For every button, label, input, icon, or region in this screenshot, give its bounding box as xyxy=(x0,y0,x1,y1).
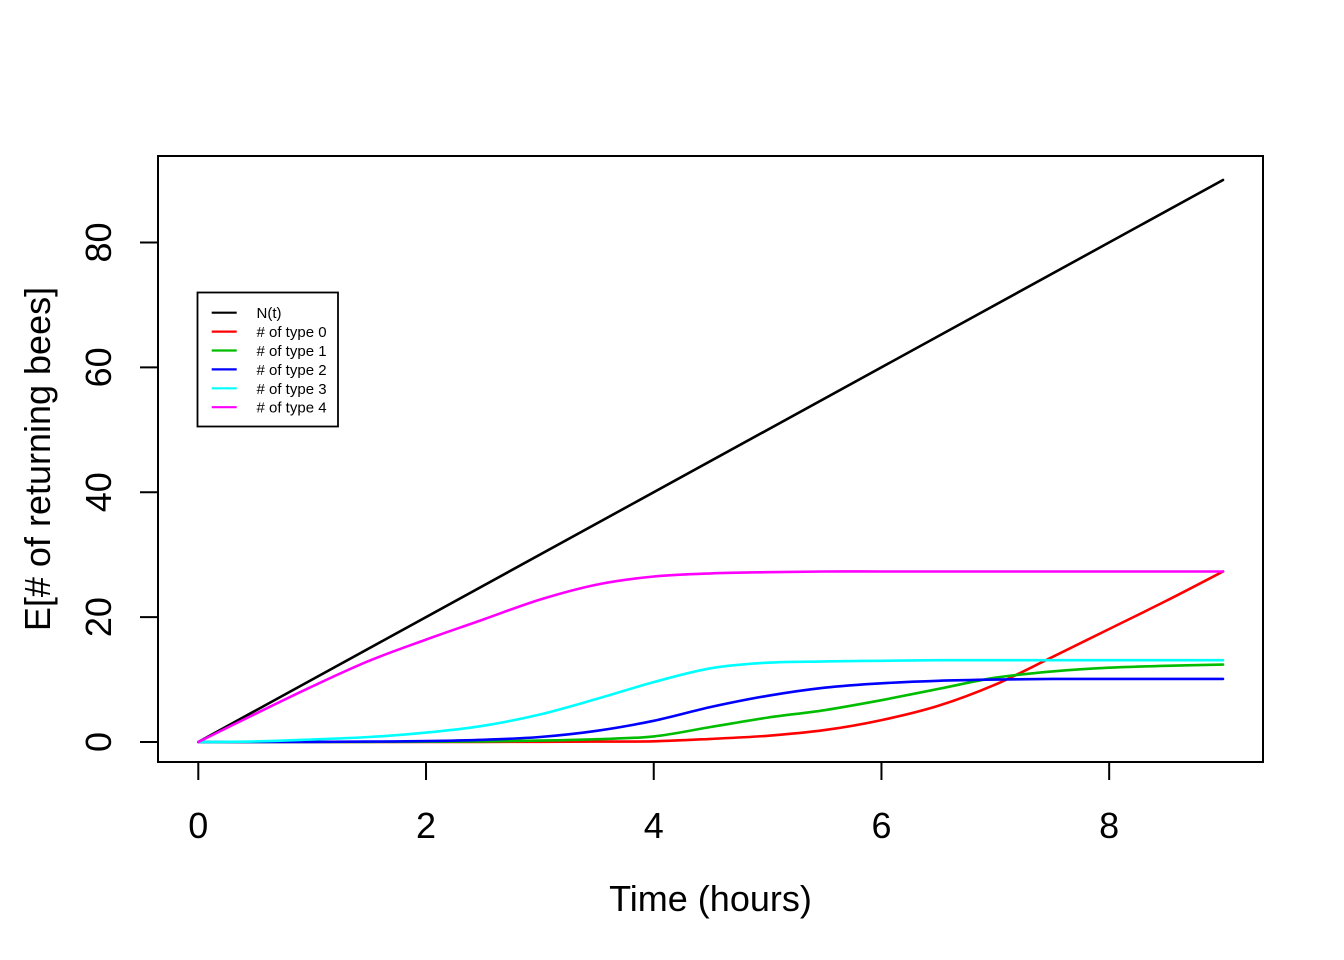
legend-label-of-type-4: # of type 4 xyxy=(257,400,327,417)
y-axis-title: E[# of returning bees] xyxy=(17,287,58,631)
legend-label-n-t: N(t) xyxy=(257,305,282,322)
series-line-of-type-4 xyxy=(197,570,1225,744)
x-tick-label: 4 xyxy=(644,805,664,846)
y-tick-label: 20 xyxy=(78,597,119,637)
series-line-of-type-3 xyxy=(197,658,1225,744)
legend-label-of-type-1: # of type 1 xyxy=(257,343,327,360)
y-tick-label: 60 xyxy=(78,347,119,387)
data-series-lines xyxy=(197,178,1225,744)
legend-box xyxy=(196,291,339,428)
y-tick-label: 80 xyxy=(78,222,119,262)
y-tick-label: 40 xyxy=(78,472,119,512)
plot-border xyxy=(157,155,1264,763)
series-line-of-type-2 xyxy=(197,677,1225,744)
x-axis-ticks: 0 2 4 6 8 xyxy=(188,762,1119,846)
x-tick-label: 0 xyxy=(188,805,208,846)
legend-label-of-type-2: # of type 2 xyxy=(257,362,327,379)
x-tick-label: 8 xyxy=(1099,805,1119,846)
legend: N(t) # of type 0 # of type 1 # of type 2 # o… xyxy=(196,291,339,428)
series-line-of-type-1 xyxy=(197,663,1225,744)
series-line-n-t xyxy=(197,178,1225,744)
y-axis-ticks: 0 20 40 60 80 xyxy=(78,222,158,752)
x-tick-label: 6 xyxy=(871,805,891,846)
legend-label-of-type-3: # of type 3 xyxy=(257,381,327,398)
y-tick-label: 0 xyxy=(78,732,119,752)
x-axis-title: Time (hours) xyxy=(609,878,812,919)
legend-label-of-type-0: # of type 0 xyxy=(257,324,327,341)
x-tick-label: 2 xyxy=(416,805,436,846)
